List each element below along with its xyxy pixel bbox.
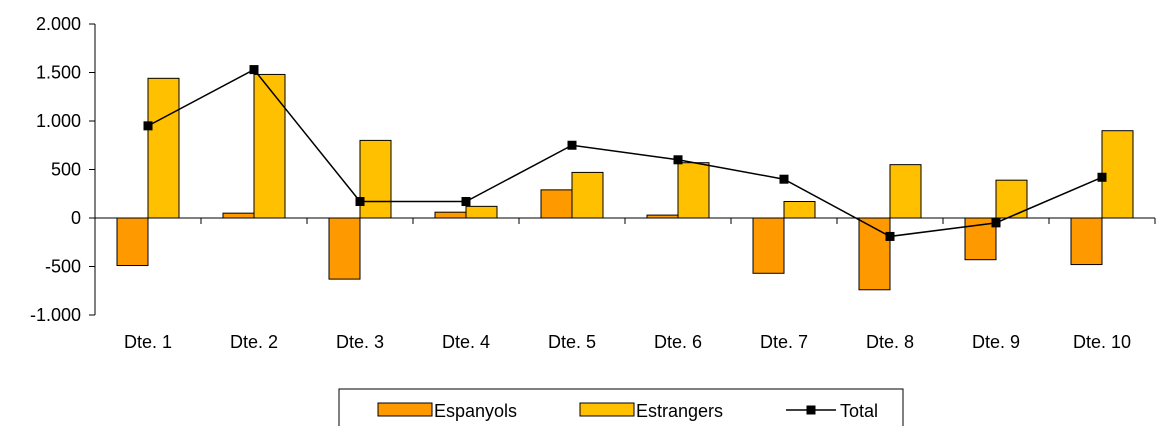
x-tick-label: Dte. 3 bbox=[336, 332, 384, 352]
y-tick-label: 500 bbox=[51, 160, 81, 180]
legend-marker-total bbox=[806, 405, 816, 415]
bar-estrangers-1 bbox=[147, 77, 180, 219]
total-marker-1 bbox=[143, 121, 153, 131]
total-marker-9 bbox=[991, 218, 1001, 228]
bar-espanyols-8 bbox=[858, 217, 891, 291]
total-marker-2 bbox=[249, 65, 259, 75]
legend-label-total: Total bbox=[840, 401, 878, 421]
x-tick-label: Dte. 6 bbox=[654, 332, 702, 352]
bar-estrangers-6 bbox=[677, 162, 710, 219]
bar-espanyols-10 bbox=[1070, 217, 1103, 266]
legend: Espanyols Estrangers Total bbox=[338, 388, 904, 426]
bar-espanyols-3 bbox=[328, 217, 361, 280]
legend-swatch-estrangers bbox=[579, 402, 635, 417]
bar-espanyols-2 bbox=[222, 212, 255, 219]
legend-label-espanyols: Espanyols bbox=[434, 401, 517, 421]
x-tick-label: Dte. 4 bbox=[442, 332, 490, 352]
y-tick-label: 1.000 bbox=[36, 111, 81, 131]
total-line-layer bbox=[143, 65, 1107, 241]
total-marker-8 bbox=[885, 231, 895, 241]
bars-layer bbox=[116, 73, 1134, 291]
total-marker-7 bbox=[779, 174, 789, 184]
bar-estrangers-8 bbox=[889, 164, 922, 219]
bar-espanyols-1 bbox=[116, 217, 149, 267]
bar-espanyols-4 bbox=[434, 211, 467, 219]
bar-estrangers-4 bbox=[465, 205, 498, 219]
y-tick-label: -500 bbox=[45, 257, 81, 277]
legend-swatch-espanyols bbox=[377, 402, 433, 417]
bar-espanyols-7 bbox=[752, 217, 785, 274]
total-marker-6 bbox=[673, 155, 683, 165]
y-tick-label: 2.000 bbox=[36, 14, 81, 34]
y-tick-label: 0 bbox=[71, 208, 81, 228]
total-marker-10 bbox=[1097, 172, 1107, 182]
total-marker-3 bbox=[355, 197, 365, 207]
x-tick-label: Dte. 10 bbox=[1073, 332, 1131, 352]
y-tick-label: -1.000 bbox=[30, 305, 81, 325]
bar-estrangers-10 bbox=[1101, 130, 1134, 219]
total-line bbox=[147, 68, 1103, 238]
bar-espanyols-5 bbox=[540, 189, 573, 219]
total-marker-4 bbox=[461, 197, 471, 207]
legend-label-estrangers: Estrangers bbox=[636, 401, 723, 421]
x-tick-label: Dte. 1 bbox=[124, 332, 172, 352]
x-tick-label: Dte. 2 bbox=[230, 332, 278, 352]
total-marker-5 bbox=[567, 140, 577, 150]
y-tick-label: 1.500 bbox=[36, 63, 81, 83]
x-tick-label: Dte. 9 bbox=[972, 332, 1020, 352]
axes-layer: -1.000 -500 0 500 1.000 1.500 2.000 Dte. 1 Dte. … bbox=[30, 14, 1156, 352]
x-tick-label: Dte. 8 bbox=[866, 332, 914, 352]
bar-estrangers-2 bbox=[253, 73, 286, 219]
bar-estrangers-7 bbox=[783, 201, 816, 219]
bar-estrangers-3 bbox=[359, 139, 392, 219]
x-tick-label: Dte. 7 bbox=[760, 332, 808, 352]
bar-estrangers-5 bbox=[571, 171, 604, 219]
x-tick-label: Dte. 5 bbox=[548, 332, 596, 352]
